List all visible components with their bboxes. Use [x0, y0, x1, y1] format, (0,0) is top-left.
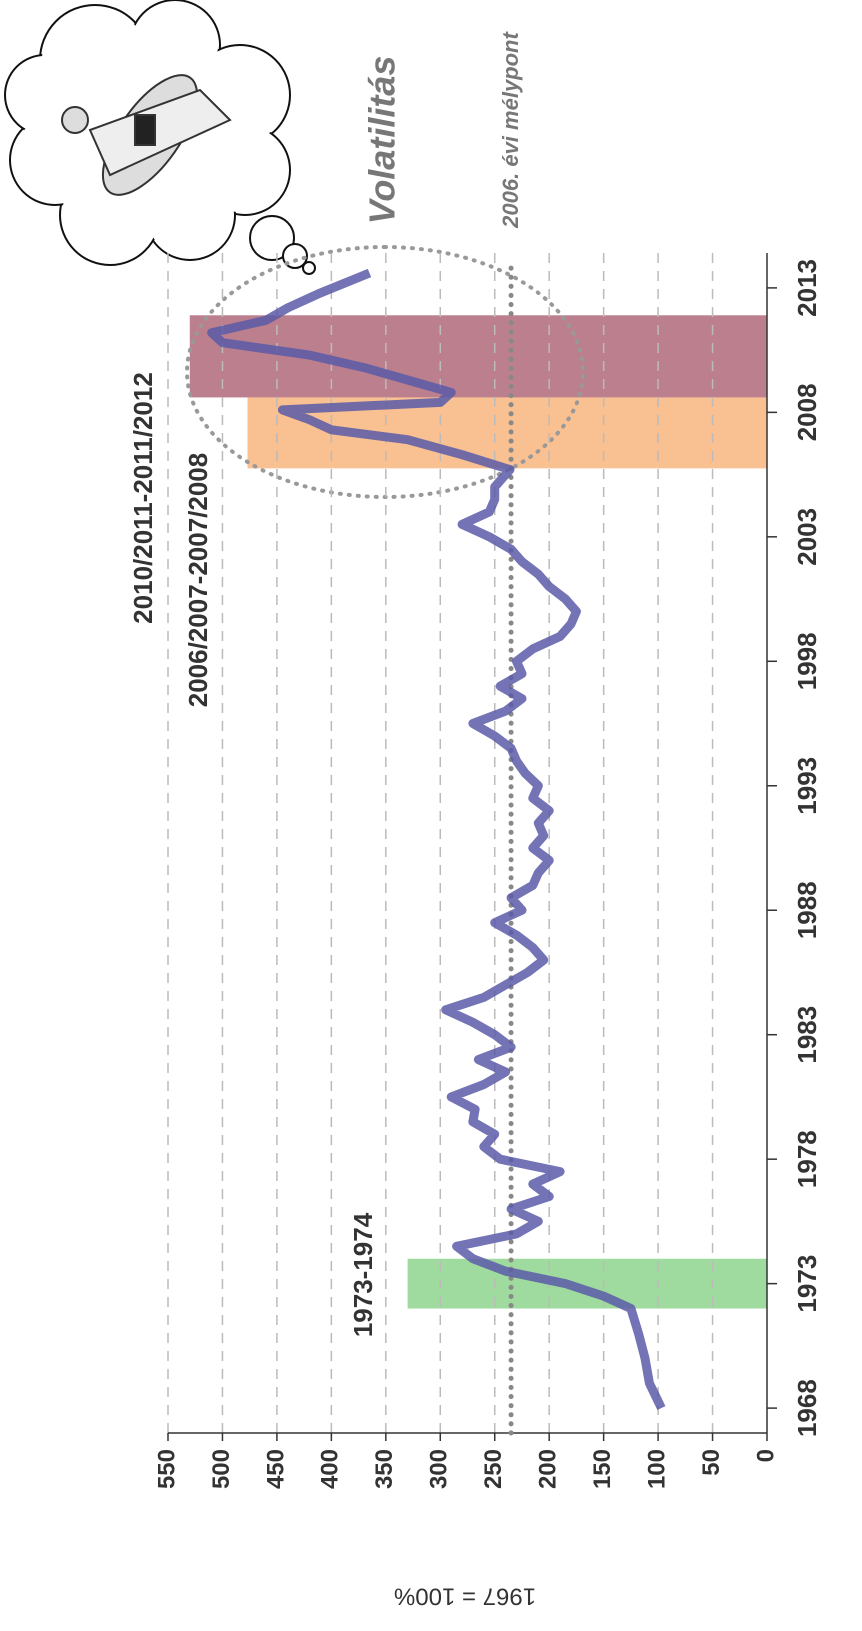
y-tick-label: 400: [317, 1449, 344, 1489]
period-band: [189, 315, 768, 398]
y-tick-label: 200: [535, 1449, 562, 1489]
x-tick-label: 1978: [792, 1130, 822, 1188]
annotation: Volatilitás: [362, 56, 403, 225]
band-label: 1973-1974: [348, 1212, 378, 1337]
y-tick-label: 150: [589, 1449, 616, 1489]
period-band: [247, 397, 767, 469]
y-axis-label: 1967 = 100%: [394, 1583, 536, 1610]
band-label: 2006/2007-2007/2008: [183, 453, 213, 707]
y-tick-label: 450: [262, 1449, 289, 1489]
thought-bubble: [4, 0, 316, 275]
y-tick-label: 350: [371, 1449, 398, 1489]
y-tick-label: 550: [153, 1449, 180, 1489]
y-tick-label: 250: [480, 1449, 507, 1489]
highlight-ellipse: [185, 245, 585, 499]
x-tick-label: 1993: [792, 757, 822, 815]
y-tick-label: 300: [426, 1449, 453, 1489]
x-tick-label: 1968: [792, 1379, 822, 1437]
x-tick-label: 2003: [792, 508, 822, 566]
y-tick-label: 500: [208, 1449, 235, 1489]
x-tick-label: 1988: [792, 881, 822, 939]
x-tick-label: 2008: [792, 383, 822, 441]
x-tick-label: 1998: [792, 632, 822, 690]
y-tick-label: 50: [698, 1449, 725, 1476]
x-tick-label: 1983: [792, 1006, 822, 1064]
reference-label: 2006. évi mélypont: [498, 31, 523, 229]
band-label: 2010/2011-2011/2012: [128, 372, 158, 624]
x-tick-label: 2013: [792, 259, 822, 317]
y-tick-label: 0: [752, 1449, 779, 1462]
data-line: [207, 268, 666, 1411]
y-tick-label: 100: [643, 1449, 670, 1489]
plot: 1967 = 100% 0 50 100 150 200 250 300 350 400 450 5…: [128, 31, 822, 1610]
x-tick-label: 1973: [792, 1255, 822, 1313]
